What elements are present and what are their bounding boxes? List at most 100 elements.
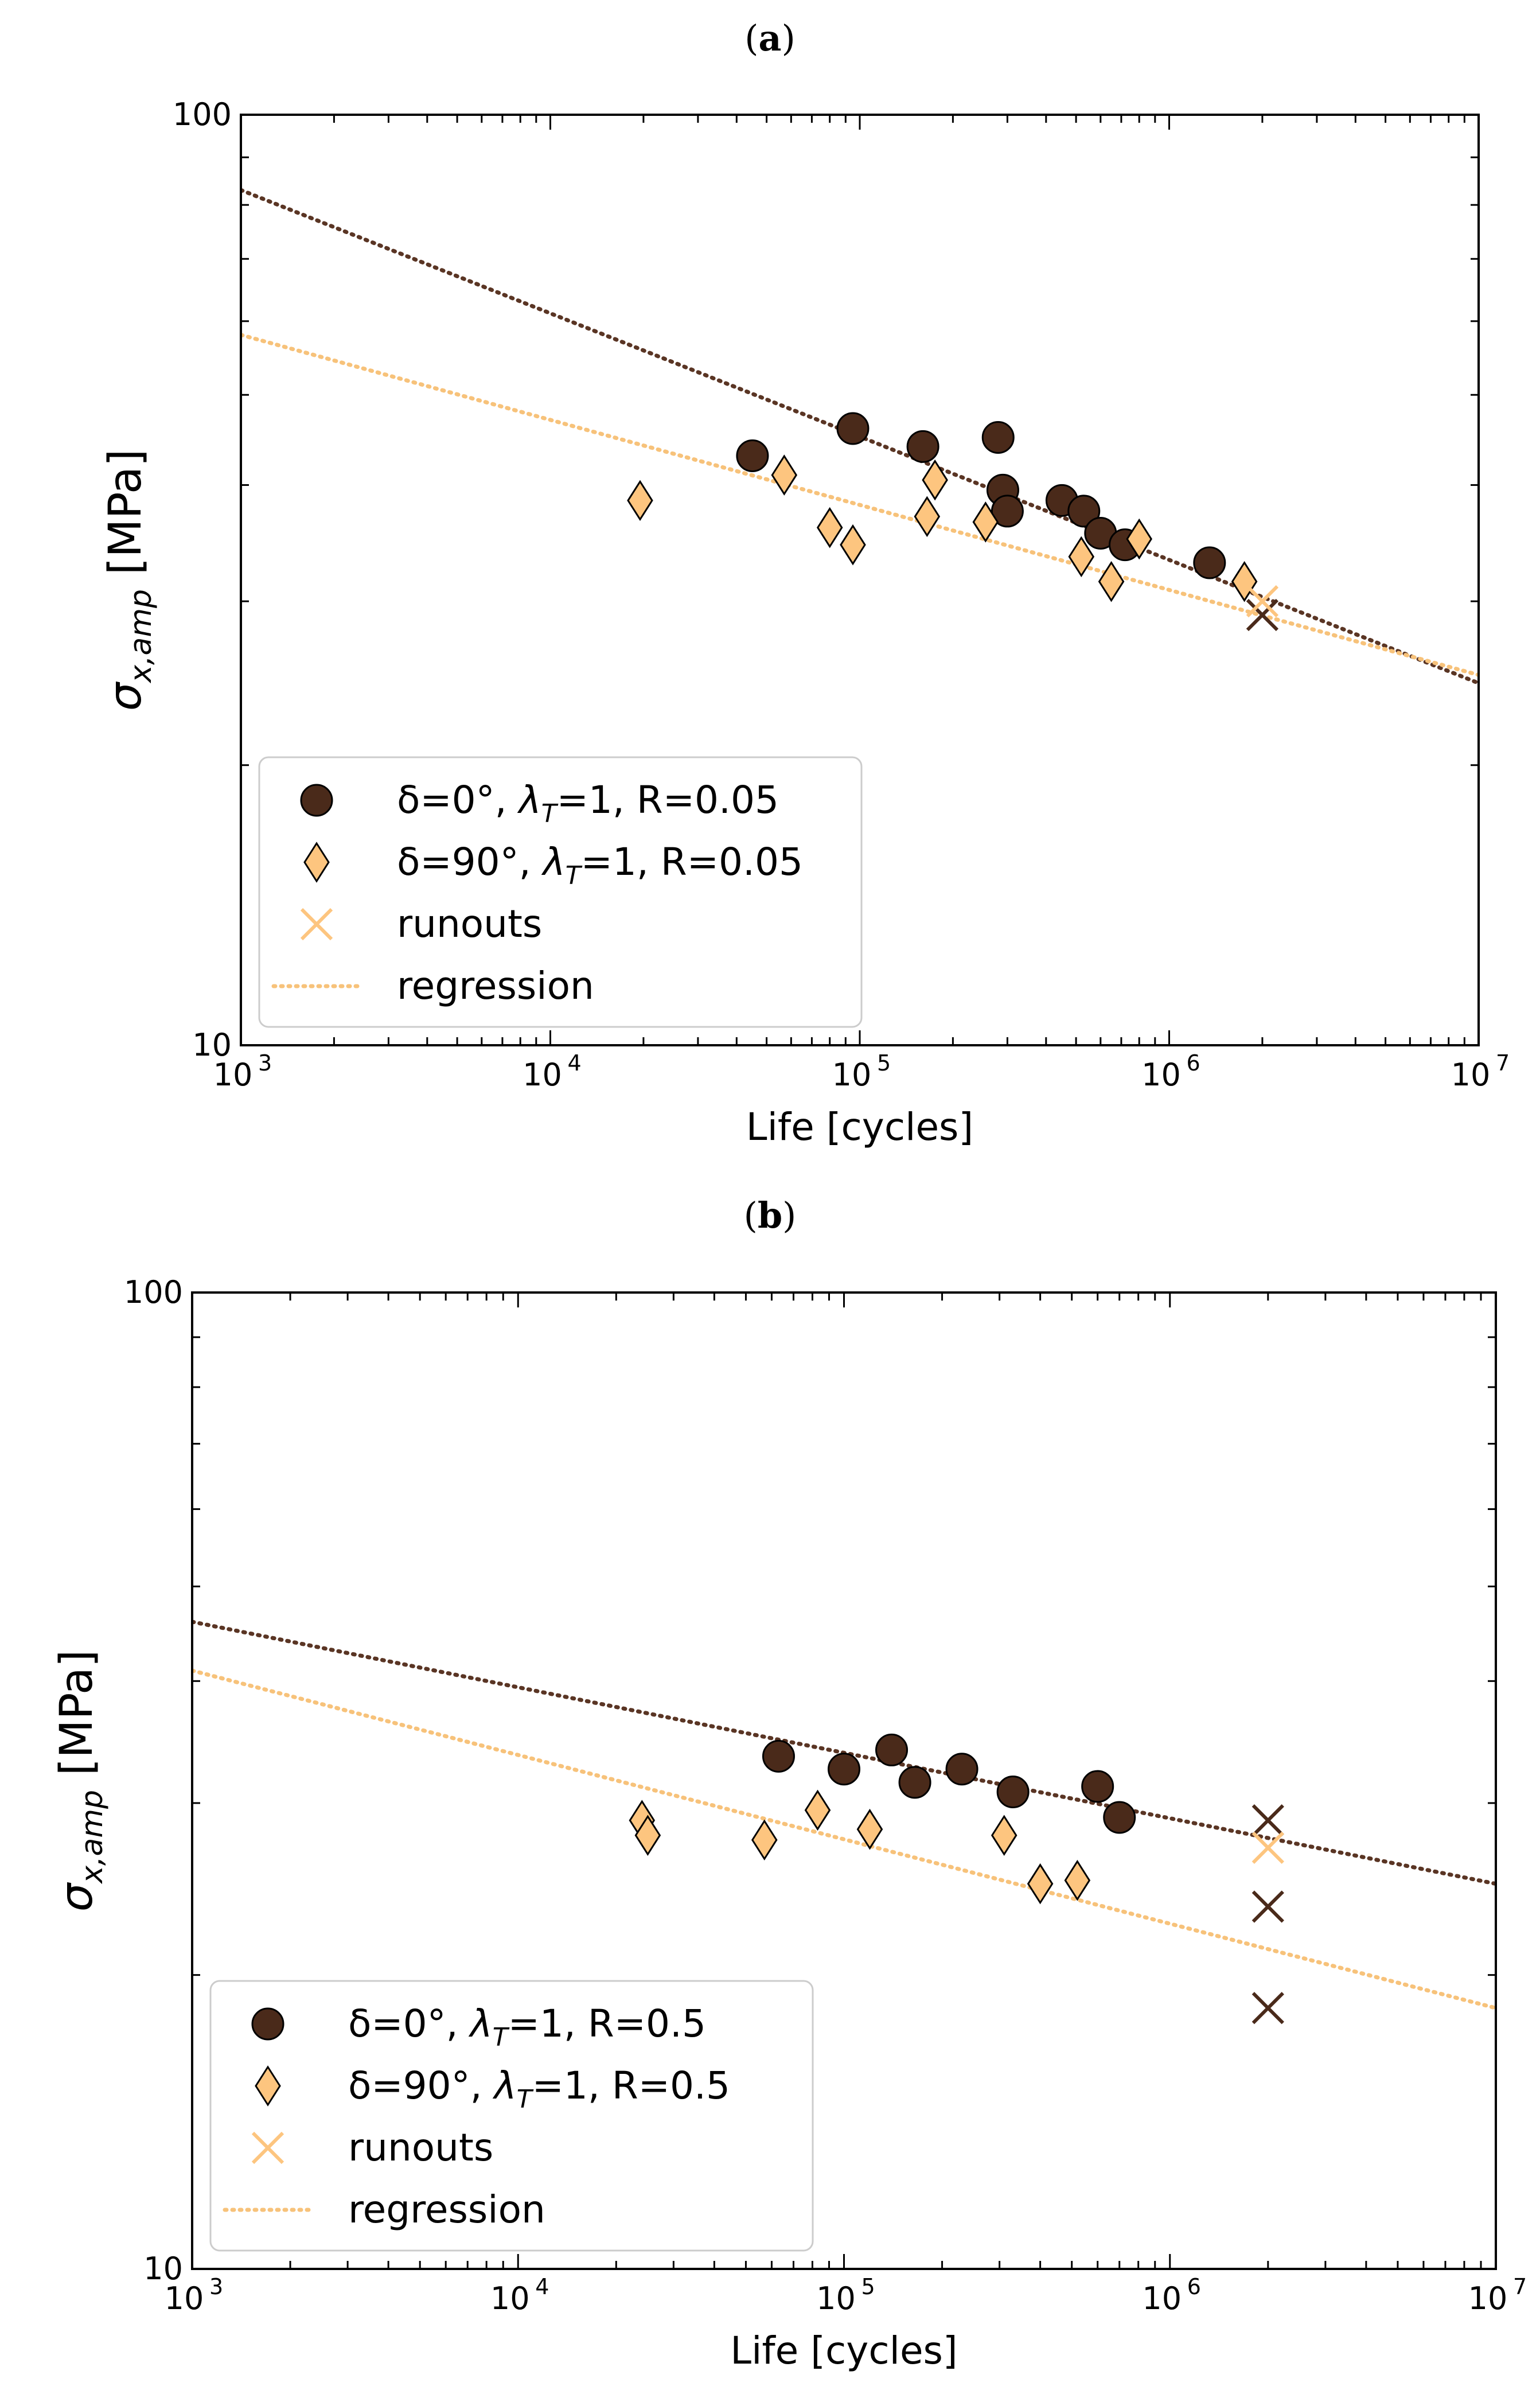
chart-b-legend-label-1-sub: T [517,2085,534,2114]
chart-a-series-0-point-1 [836,412,870,445]
chart-a-series-1-point-4 [914,496,941,538]
chart-a-legend-label-1-lambda: λ [541,840,566,884]
chart-b-legend-label-0-lambda: λ [469,2002,493,2046]
chart-a-series-0-point-2 [906,430,939,463]
chart-a-legend-label-0-prefix: δ=0°, [397,778,519,822]
chart-a-ticks [240,114,1480,1046]
chart-b-legend-label-1: δ=90°, λT=1, R=0.5 [348,2064,730,2114]
chart-b-legend-label-0-prefix: δ=0°, [348,2002,470,2046]
chart-a-ytick-label-1: 10 [192,1027,232,1063]
chart-a-legend-label-3: regression [397,964,594,1008]
chart-a-legend-label-0-lambda: λ [517,778,541,822]
chart-b-ylabel: σx,amp [MPa] [51,1650,110,1912]
chart-a-series-1-point-3 [840,524,866,566]
chart-a-legend-label-1-prefix: δ=90°, [397,840,543,884]
chart-a-series-0-point-5 [991,495,1024,528]
chart-a-series-1-point-8 [1098,560,1125,602]
chart-b-ylabel-sigma: σ [51,1882,103,1912]
chart-a-xtick-exp-0: 3 [258,1050,272,1076]
chart-b-legend-label-1-prefix: δ=90°, [348,2064,494,2108]
chart-b-regression-line-1 [192,1668,1496,2010]
chart-b-series-2-point-1-stroke-2 [1252,1890,1284,1923]
chart-a-xtick-exp-4: 7 [1496,1050,1510,1076]
chart-a-xlabel: Life [cycles] [746,1105,973,1149]
chart-b-series-2-point-2-stroke-2 [1252,1992,1284,2025]
chart-a-series-3-point-0-stroke-2 [1246,585,1279,618]
chart-a-legend: δ=0°, λT=1, R=0.05 δ=90°, λT=1, R=0.05 run… [258,756,863,1028]
chart-b-series-0-point-0 [762,1739,795,1773]
chart-b-series-0-point-6 [1081,1770,1114,1803]
chart-b-xtick-label-4: 10 [1468,2280,1508,2317]
chart-a-points [627,412,1279,632]
chart-a-series-1-point-9 [1126,518,1152,560]
chart-b-points [629,1733,1284,2025]
chart-b-legend-label-0: δ=0°, λT=1, R=0.5 [348,2002,706,2052]
chart-a-ylabel-sigma: σ [100,681,151,711]
chart-a-series-1-point-2 [816,507,843,548]
chart-a-series-1-point-10 [1231,560,1258,602]
chart-a-xtick-exp-2: 5 [877,1050,891,1076]
chart-b-xtick-label-0: 10 [165,2280,204,2317]
chart-a-legend-label-1: δ=90°, λT=1, R=0.05 [397,840,803,890]
chart-a-xtick-label-1: 10 [523,1057,562,1093]
chart-b-series-0-point-3 [898,1766,931,1799]
chart-b-series-1-point-6 [1027,1863,1054,1905]
chart-b-xtick-exp-2: 5 [861,2274,875,2299]
chart-a-series-0-point-0 [736,439,769,473]
chart-b-xtick-label-1: 10 [490,2280,530,2317]
chart-a-series-0-point-3 [981,421,1015,454]
chart-a-legend-label-0-sub: T [541,799,559,828]
chart-b-ylabel-sub: x,amp [75,1790,110,1885]
chart-b-ytick-label-0: 100 [124,1274,183,1310]
chart-a-legend-marker-1 [303,842,330,883]
chart-b-legend-label-2: runouts [348,2126,493,2170]
chart-b-series-0-point-5 [996,1775,1030,1808]
chart-a-series-1-point-7 [1068,536,1095,578]
panel-a-label: (a) [744,17,796,59]
chart-a-legend-label-1-sub: T [566,861,583,890]
chart-a-legend-marker-2-stroke-2 [300,908,333,941]
chart-a-series-1-point-6 [972,501,999,543]
chart-b-xtick-exp-1: 4 [535,2274,549,2299]
chart-a-series-1-point-5 [922,459,948,501]
chart-b-ylabel-unit: [MPa] [51,1650,103,1790]
chart-b-series-3-point-0 [1252,1831,1284,1864]
chart-a-ytick-label-0: 100 [173,96,232,133]
chart-b-legend-marker-1 [255,2065,281,2107]
chart-b-series-1-point-4 [856,1808,883,1850]
chart-b-series-1-point-5 [991,1815,1017,1856]
chart-b-xtick-label-2: 10 [816,2280,856,2317]
chart-a-legend-label-2: runouts [397,902,542,946]
chart-b-legend-label-3: regression [348,2187,545,2232]
panel-b-label: (b) [743,1194,797,1236]
chart-b-series-0-point-7 [1103,1801,1136,1834]
chart-a-series-1-point-0 [627,480,653,521]
chart-a-ylabel-unit: [MPa] [100,449,151,589]
chart-a-regression-line-1 [241,333,1479,678]
chart-a-ylabel-sub: x,amp [124,589,158,684]
chart-a-series-2-point-0-stroke-2 [1246,598,1279,632]
chart-a-series-0-point-10 [1193,546,1226,579]
chart-b-series-2-point-2 [1252,1992,1284,2025]
chart-b-legend-label-1-lambda: λ [493,2064,517,2108]
chart-b-series-0-point-4 [945,1753,978,1786]
chart-b-legend-label-0-sub: T [493,2023,510,2052]
chart-b-series-3-point-0-stroke-2 [1252,1831,1284,1864]
chart-a-xtick-exp-3: 6 [1187,1050,1200,1076]
chart-b-xtick-exp-3: 6 [1187,2274,1201,2299]
chart-b-xtick-label-3: 10 [1142,2280,1182,2317]
chart-b-series-2-point-0 [1252,1804,1284,1837]
chart-b-legend-label-0-suffix: =1, R=0.5 [508,2002,706,2046]
chart-a-xtick-exp-1: 4 [568,1050,582,1076]
chart-b-ytick-label-1: 10 [143,2251,183,2287]
chart-a-legend-label-0: δ=0°, λT=1, R=0.05 [397,778,779,828]
chart-b-legend-label-1-suffix: =1, R=0.5 [532,2064,730,2108]
chart-b-series-0-point-2 [875,1733,909,1766]
chart-b-series-1-point-7 [1064,1859,1091,1901]
chart-b-series-1-point-3 [804,1789,831,1831]
chart-a-xtick-label-0: 10 [213,1057,253,1093]
chart-a-series-1-point-1 [771,454,798,496]
